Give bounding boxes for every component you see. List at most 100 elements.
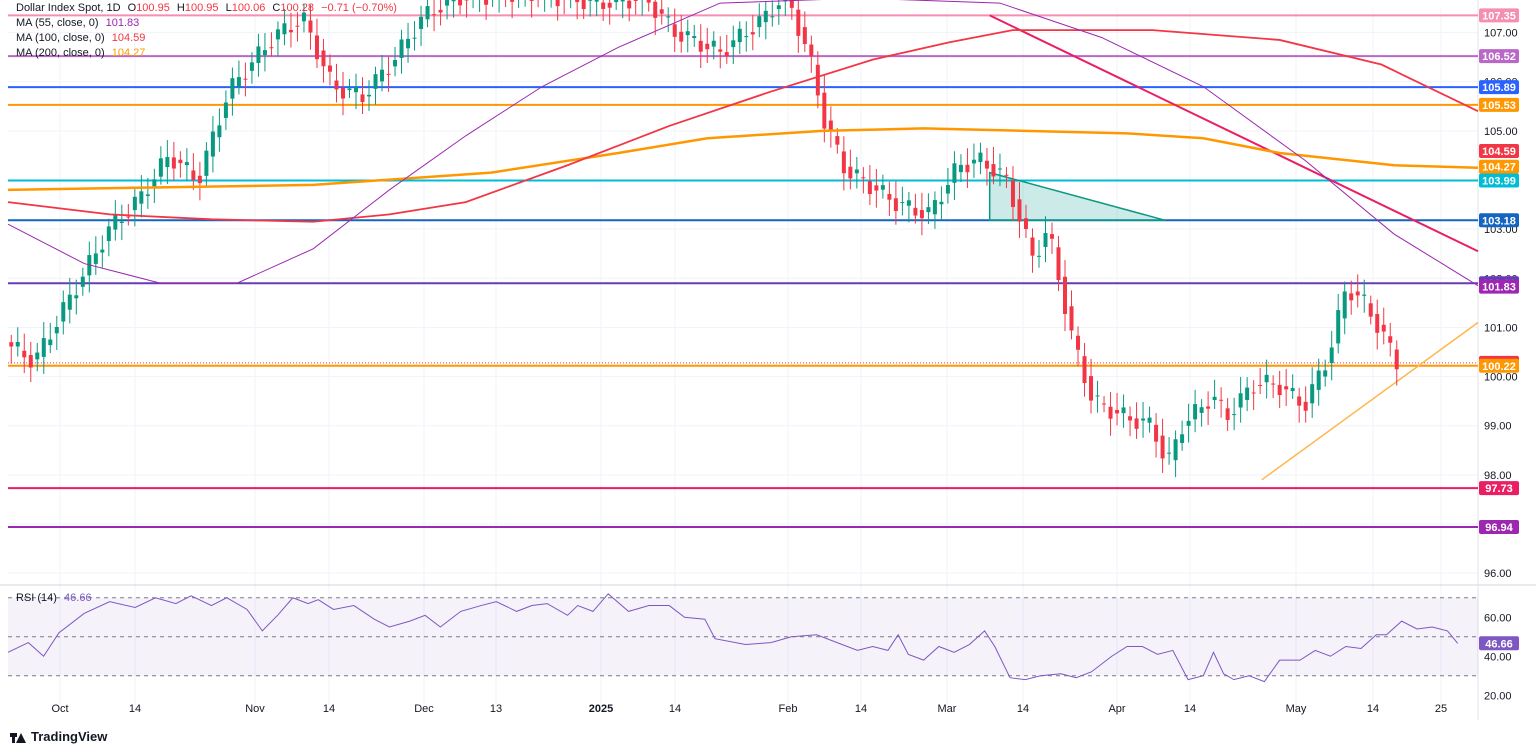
triangle-pattern	[988, 171, 1166, 222]
time-tick-label: Nov	[245, 703, 265, 715]
candle-body	[158, 158, 163, 177]
candle-body	[393, 59, 398, 67]
price-tick-label: 99.00	[1484, 421, 1512, 433]
candle-body	[653, 1, 658, 18]
candle-body	[594, 0, 599, 2]
candle-body	[425, 6, 430, 20]
candle-body	[958, 164, 963, 173]
ma200-value: 104.27	[111, 47, 146, 59]
tradingview-logo[interactable]: TradingView	[10, 729, 107, 744]
candle-body	[217, 125, 222, 138]
grid	[0, 0, 1536, 720]
candle-body	[93, 253, 98, 264]
candle-body	[1134, 418, 1139, 429]
price-tick-label: 100.00	[1484, 372, 1518, 384]
candle-body	[809, 44, 814, 57]
candle-body	[1303, 401, 1308, 411]
candle-body	[61, 302, 66, 322]
price-tag	[1479, 97, 1519, 112]
candle-body	[458, 0, 463, 6]
candle-body	[861, 177, 866, 179]
time-tick-label: 14	[1184, 703, 1196, 715]
candle-body	[965, 164, 970, 173]
candle-body	[1271, 383, 1276, 385]
candle-body	[737, 28, 742, 43]
candle-body	[386, 73, 391, 75]
time-tick-label: 25	[1435, 703, 1447, 715]
candle-body	[620, 0, 625, 2]
candle-body	[367, 94, 372, 97]
candle-body	[1258, 384, 1263, 386]
candle-body	[1212, 396, 1217, 401]
candle-body	[139, 191, 144, 204]
up-trendline	[1261, 321, 1479, 481]
candle-body	[815, 64, 820, 96]
candle-body	[1017, 199, 1022, 222]
candle-body	[1264, 374, 1269, 383]
candle-body	[601, 2, 606, 9]
candle-body	[718, 49, 723, 52]
candle-body	[874, 185, 879, 191]
candle-body	[1238, 393, 1243, 408]
candle-body	[1043, 233, 1048, 247]
candle-body	[614, 0, 619, 3]
ma100-value: 104.59	[111, 32, 146, 44]
price-tag-label: 97.73	[1485, 483, 1513, 495]
candle-body	[48, 339, 53, 346]
candle-body	[1349, 293, 1354, 301]
candle-body	[347, 88, 352, 91]
candle-body	[1310, 384, 1315, 404]
candle-body	[119, 221, 124, 223]
candle-body	[113, 215, 118, 230]
candle-body	[1180, 434, 1185, 444]
candle-body	[672, 24, 677, 37]
candle-body	[1284, 386, 1289, 390]
time-tick-label: Mar	[938, 703, 957, 715]
candle-body	[1336, 310, 1341, 344]
candle-body	[308, 20, 313, 33]
candle-body	[204, 150, 209, 176]
price-tick-label: 107.00	[1484, 28, 1518, 40]
candle-body	[54, 326, 59, 334]
candle-body	[145, 194, 150, 197]
moving-averages	[7, 0, 1479, 287]
candle-body	[1329, 347, 1334, 364]
candle-body	[1193, 404, 1198, 420]
candle-body	[354, 86, 358, 93]
candle-body	[887, 193, 892, 200]
ohlc-open: 100.95	[136, 2, 170, 14]
candle-body	[106, 226, 111, 242]
ma100-legend[interactable]: MA (100, close, 0) 104.59	[16, 32, 145, 44]
rsi-legend[interactable]: RSI (14) 46.66	[16, 592, 92, 604]
candle-body	[399, 39, 404, 58]
time-tick-label: 14	[855, 703, 867, 715]
ma55-legend[interactable]: MA (55, close, 0) 101.83	[16, 17, 139, 29]
time-tick-label: 2025	[589, 703, 613, 715]
candle-body	[67, 294, 72, 310]
rsi-label: RSI (14)	[16, 592, 57, 604]
candle-body	[1115, 409, 1120, 414]
price-tag	[1479, 173, 1519, 188]
candle-body	[1219, 399, 1224, 401]
candle-body	[588, 0, 593, 1]
tradingview-icon	[10, 731, 26, 743]
candle-body	[1316, 370, 1321, 390]
price-tag	[1479, 481, 1519, 496]
candle-body	[22, 350, 27, 358]
candle-body	[314, 35, 319, 60]
candle-body	[659, 9, 664, 14]
price-axis: 96.0097.0098.0099.00100.00101.00102.0010…	[1479, 8, 1519, 580]
candle-body	[80, 276, 85, 287]
ohlc-close: 100.28	[280, 2, 315, 14]
candle-body	[627, 0, 632, 9]
candle-body	[419, 16, 424, 29]
ma200-legend[interactable]: MA (200, close, 0) 104.27	[16, 47, 145, 59]
price-tag	[1479, 358, 1519, 373]
candle-body	[321, 50, 326, 67]
price-tag-label: 100.22	[1482, 361, 1516, 373]
price-tick-label: 96.00	[1484, 568, 1512, 580]
candle-body	[731, 40, 736, 48]
candle-body	[35, 352, 40, 360]
candle-body	[256, 46, 261, 63]
candle-body	[744, 36, 749, 38]
